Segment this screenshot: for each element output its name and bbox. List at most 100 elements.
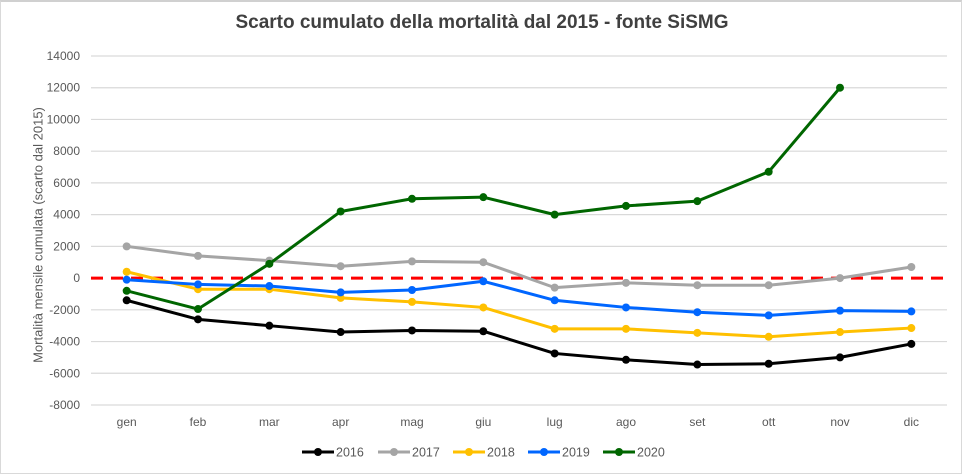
data-point [622,278,630,287]
data-point [479,303,488,312]
data-point [265,321,274,330]
legend-label: 2018 [487,446,515,460]
data-point [336,262,345,271]
data-point [550,210,559,219]
data-point [764,167,773,176]
y-tick-label: -6000 [49,366,80,380]
data-point [907,262,916,271]
data-point [693,328,702,337]
series-2017 [122,242,916,292]
y-tick-labels: 14000 12000 10000 8000 6000 4000 2000 0 -2000 -40… [47,49,81,412]
data-point [693,360,702,369]
data-point [122,242,131,251]
legend-item-2018: 2018 [453,446,515,460]
data-point [693,308,702,317]
data-point [764,281,773,290]
y-tick-label: 14000 [47,49,81,63]
data-point [122,296,131,305]
data-point [622,303,630,312]
chart-title: Scarto cumulato della mortalità dal 2015… [235,12,729,33]
data-point [550,324,559,333]
x-tick-label: gen [117,415,137,429]
data-point [693,281,702,290]
legend-item-2017: 2017 [378,446,440,460]
x-tick-labels: gen feb mar apr mag giu lug ago set ott nov dic [117,415,919,429]
legend-label: 2019 [562,446,590,460]
data-point [122,275,131,284]
y-tick-label: 12000 [47,81,81,95]
data-point [550,349,559,358]
series-2016 [122,296,916,369]
y-tick-label: 2000 [53,239,80,253]
legend-item-2019: 2019 [528,446,590,460]
data-point [336,288,345,297]
y-tick-label: -4000 [49,335,80,349]
legend-marker [390,448,398,456]
y-tick-label: 4000 [53,208,80,222]
data-point [336,293,345,302]
legend-marker [465,448,473,456]
x-tick-label: mag [400,415,423,429]
data-point [907,339,916,348]
legend-marker [615,448,623,456]
data-point [764,311,773,320]
data-point [194,251,202,260]
gridlines [91,55,947,406]
legend-item-2020: 2020 [603,446,665,460]
series-2020 [122,83,844,314]
data-point [622,201,630,210]
x-tick-label: dic [904,415,919,429]
data-point [408,297,416,306]
data-point [194,305,202,314]
data-point [194,315,202,324]
data-point [479,258,488,267]
y-tick-label: 0 [73,271,80,285]
series-2018 [122,267,916,341]
series-line [126,270,912,339]
legend-label: 2016 [336,446,364,460]
data-point [764,359,773,368]
data-point [408,326,416,335]
data-point [479,277,488,286]
x-tick-label: nov [830,415,849,429]
data-point [408,257,416,266]
data-point [836,353,844,362]
legend-label: 2020 [637,446,665,460]
data-point [622,324,630,333]
y-tick-label: 8000 [53,144,80,158]
data-point [836,306,844,315]
data-point [122,267,131,276]
x-tick-label: apr [332,415,349,429]
legend-label: 2017 [412,446,440,460]
data-point [836,83,844,92]
data-point [907,307,916,316]
data-point [479,327,488,336]
y-tick-label: 6000 [53,176,80,190]
series-line [126,278,912,317]
y-tick-label: -2000 [49,303,80,317]
series-line [126,244,912,290]
series-line [126,298,912,367]
legend-marker [540,448,548,456]
x-tick-label: ago [616,415,636,429]
data-point [550,296,559,305]
data-point [622,355,630,364]
data-point [479,193,488,202]
x-tick-label: giu [475,415,491,429]
data-point [764,332,773,341]
y-tick-label: 10000 [47,112,81,126]
legend-marker [314,448,322,456]
y-tick-label: -8000 [49,398,80,412]
series-2019 [122,275,916,320]
data-point [122,286,131,295]
data-point [408,194,416,203]
x-tick-label: mar [259,415,280,429]
data-point [194,280,202,289]
data-point [265,282,274,291]
data-point [408,285,416,294]
data-point [836,328,844,337]
legend-item-2016: 2016 [302,446,364,460]
x-tick-label: feb [190,415,207,429]
